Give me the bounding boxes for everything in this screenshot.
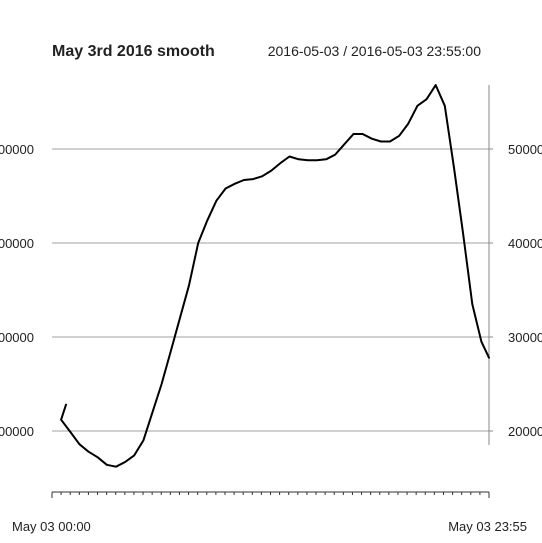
x-axis: May 03 00:00 May 03 23:55 [12, 492, 527, 534]
y-tick-label-right: 30000 [508, 330, 542, 345]
chart-title: May 3rd 2016 smooth [52, 43, 215, 60]
y-tick-label-right: 50000 [508, 142, 542, 157]
x-tick-label-start: May 03 00:00 [12, 519, 91, 534]
series-line [60, 84, 490, 468]
chart-subtitle: 2016-05-03 / 2016-05-03 23:55:00 [268, 43, 481, 59]
y-tick-label-right: 40000 [508, 236, 542, 251]
right-y-axis: 20000 30000 40000 50000 [489, 142, 542, 439]
x-tick-label-end: May 03 23:55 [448, 519, 527, 534]
y-tick-label-right: 20000 [508, 424, 542, 439]
gridlines [52, 148, 489, 432]
